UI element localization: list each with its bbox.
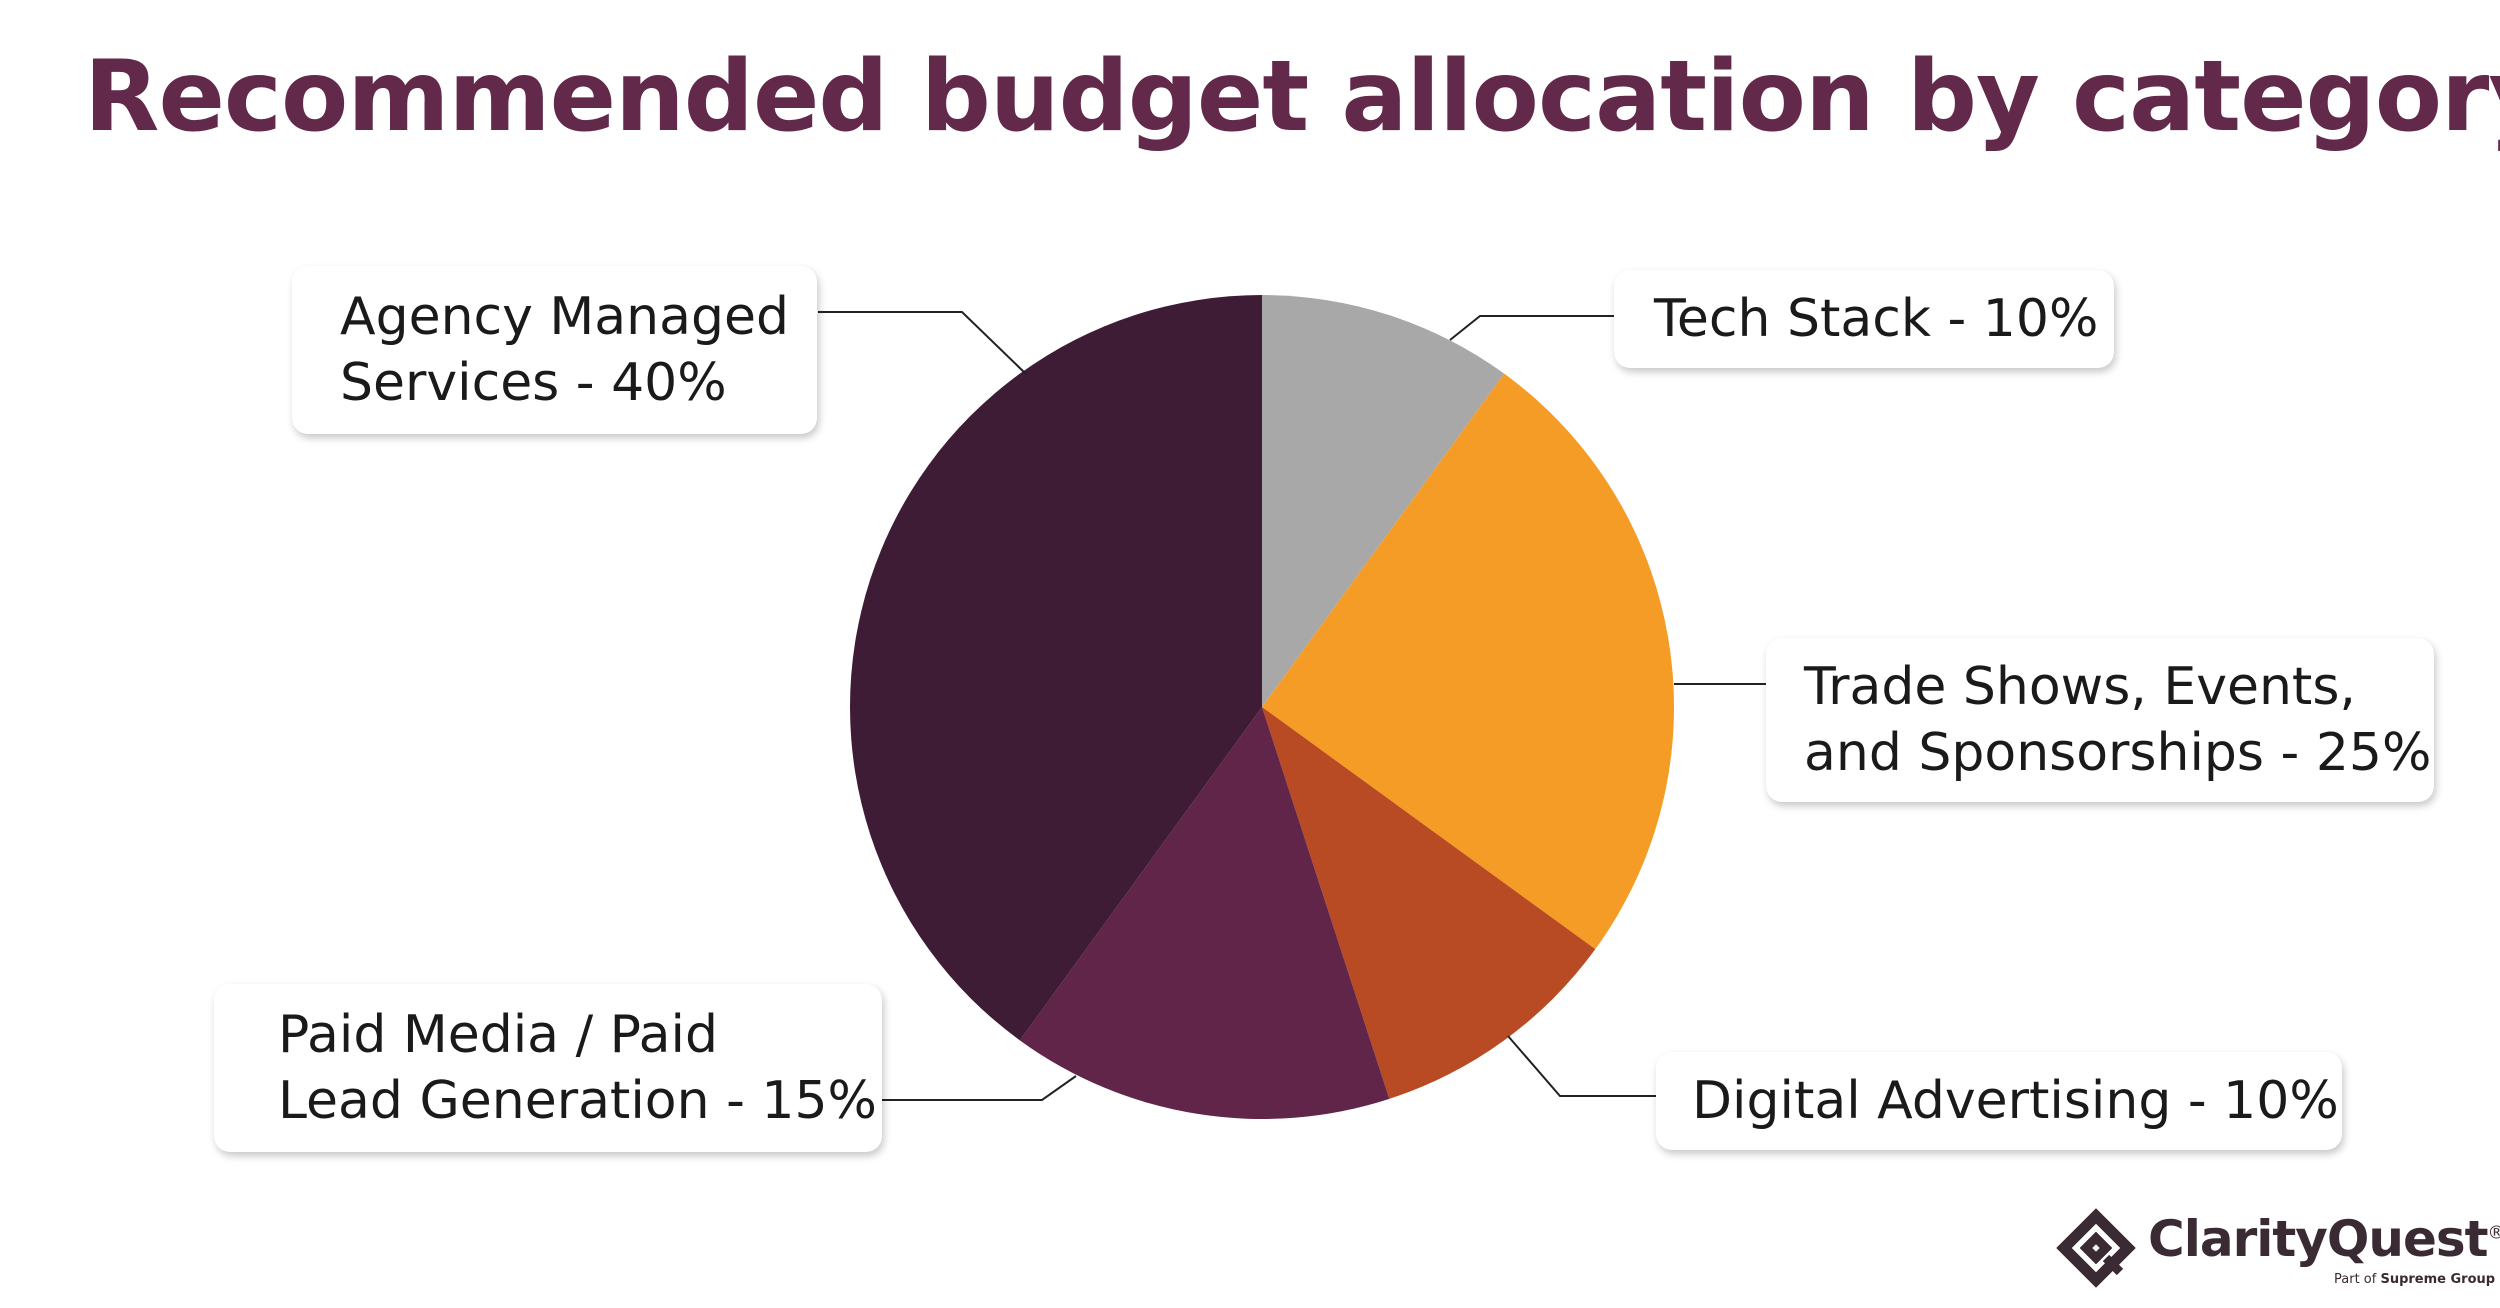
callout-line: Trade Shows, Events, [1804,657,2356,717]
callout-digital-advertising: Digital Advertising - 10% [1656,1052,2342,1150]
chart-title: Recommended budget allocation by categor… [84,40,2500,154]
logo-wordmark: ClarityQuest® [2148,1210,2500,1268]
slice-paid-media [1019,707,1390,1120]
callout-line: Lead Generation - 15% [278,1071,877,1131]
leader-tech-stack [1449,315,1616,341]
callout-line: and Sponsorships - 25% [1804,723,2432,783]
slice-digital-advertising [1262,707,1596,1099]
clarityquest-logo: ClarityQuest® Part of Supreme Group [2056,1208,2500,1288]
slice-trade-shows [1262,373,1675,950]
callout-line: Digital Advertising - 10% [1692,1071,2339,1131]
callout-line: Paid Media / Paid [278,1005,718,1065]
diamond-logo-icon [2056,1208,2136,1288]
callout-paid-media: Paid Media / Paid Lead Generation - 15% [214,984,882,1152]
leader-paid-media [882,1075,1077,1101]
callout-line: Agency Managed [340,287,789,347]
callout-agency-managed-services: Agency Managed Services - 40% [292,266,817,434]
logo-tagline: Part of Supreme Group [2334,1272,2496,1287]
slice-agency-managed-services [849,295,1262,1041]
callout-line: Tech Stack - 10% [1654,289,2099,349]
leader-agency-managed-services [818,311,1027,375]
slice-tech-stack [1262,295,1505,707]
leader-digital-advertising [1507,1035,1658,1097]
callout-trade-shows: Trade Shows, Events, and Sponsorships - … [1766,638,2434,802]
callout-tech-stack: Tech Stack - 10% [1614,270,2114,368]
callout-line: Services - 40% [340,353,727,413]
